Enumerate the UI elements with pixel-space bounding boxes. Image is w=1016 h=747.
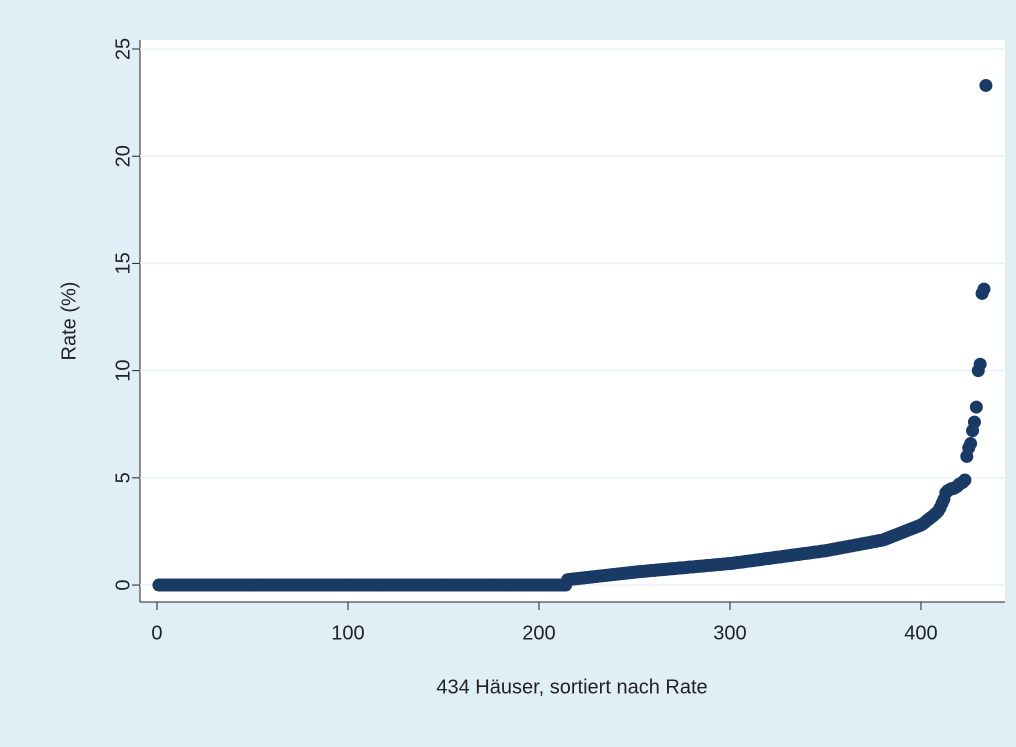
point	[973, 357, 987, 371]
point	[964, 437, 978, 451]
point	[958, 473, 972, 487]
point	[967, 415, 981, 429]
x-tick-label: 0	[151, 622, 162, 644]
y-tick-label: 15	[112, 252, 134, 274]
y-tick-label: 20	[112, 145, 134, 167]
y-tick-label: 10	[112, 360, 134, 382]
x-tick-label: 200	[522, 622, 555, 644]
y-tick-label: 5	[112, 472, 134, 483]
x-tick-label: 300	[713, 622, 746, 644]
point	[979, 78, 993, 92]
x-tick-label: 100	[331, 622, 364, 644]
point	[969, 400, 983, 414]
y-axis-title: Rate (%)	[58, 282, 80, 361]
x-axis-title: 434 Häuser, sortiert nach Rate	[436, 676, 707, 698]
point	[977, 282, 991, 296]
x-tick-label: 400	[904, 622, 937, 644]
y-tick-label: 25	[112, 38, 134, 60]
plot-area	[140, 40, 1005, 602]
y-tick-label: 0	[112, 579, 134, 590]
